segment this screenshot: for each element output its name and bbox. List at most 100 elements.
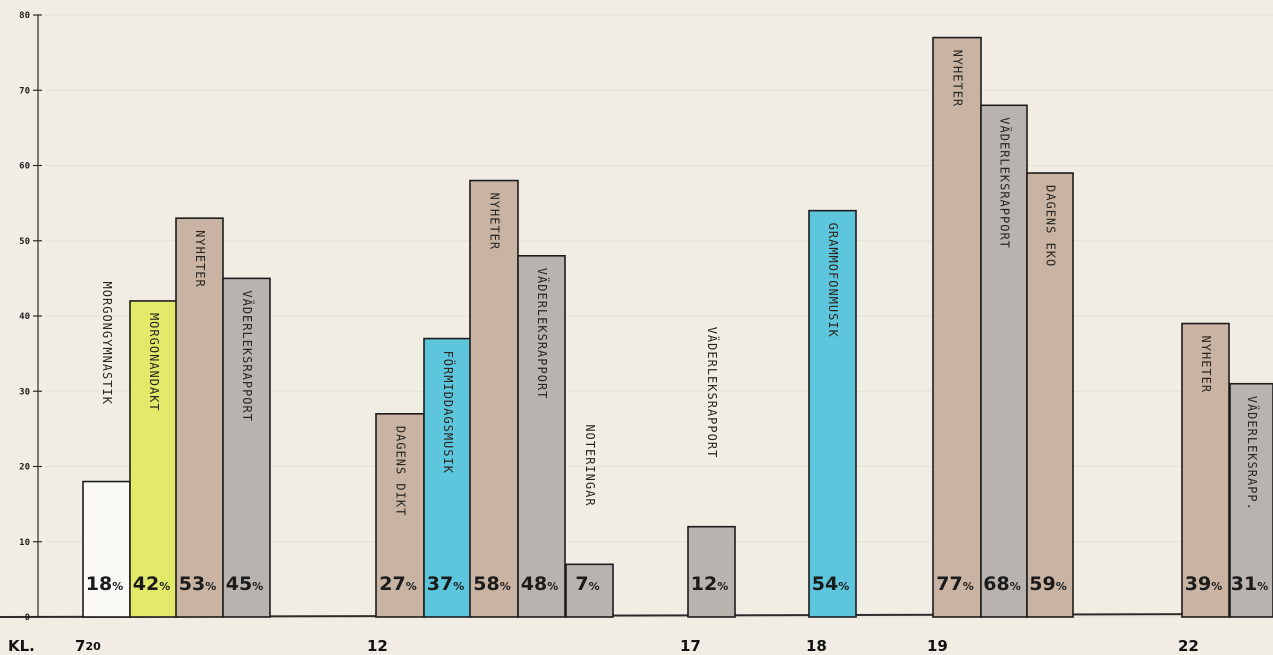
percent-label: 7% xyxy=(575,573,599,595)
bar xyxy=(517,255,566,618)
percent-label: 39% xyxy=(1185,573,1222,595)
bar-label: NYHETER xyxy=(1199,336,1213,394)
percent-label: 77% xyxy=(936,573,973,595)
y-tick-label: 40 xyxy=(19,312,30,322)
x-time-label: 22 xyxy=(1178,637,1199,655)
y-tick-label: 30 xyxy=(19,387,30,397)
bar-label: VÄDERLEKSRAPPORT xyxy=(535,268,550,400)
percent-value: 59 xyxy=(1029,573,1055,595)
bar-label: VÄDERLEKSRAPPORT xyxy=(998,117,1013,249)
bar xyxy=(82,480,131,618)
percent-value: 68 xyxy=(983,573,1009,595)
percent-value: 37 xyxy=(427,573,453,595)
bar-label: MORGONGYMNASTIK xyxy=(100,282,114,405)
y-tick-label: 60 xyxy=(19,162,30,172)
bar-group: VÄDERLEKSRAPPORT 12% xyxy=(687,327,736,618)
percent-value: 48 xyxy=(521,573,547,595)
percent-sign: % xyxy=(589,580,600,593)
percent-sign: % xyxy=(1257,580,1268,593)
bar xyxy=(932,36,982,618)
bar-group: VÄDERLEKSRAPPORT 45% xyxy=(222,277,271,618)
bar-label: VÄDERLEKSRAPPORT xyxy=(705,327,720,459)
percent-label: 58% xyxy=(473,573,510,595)
bar-group: VÄDERLEKSRAPPORT 68% xyxy=(980,104,1028,618)
bar-group: NYHETER 53% xyxy=(175,217,224,618)
percent-sign: % xyxy=(1010,580,1021,593)
percent-label: 31% xyxy=(1231,573,1268,595)
chart-x-labels: KL. 720 12 17 18 19 22 xyxy=(8,637,1199,655)
percent-label: 45% xyxy=(226,573,263,595)
percent-value: 42 xyxy=(133,573,159,595)
bar xyxy=(1026,172,1074,618)
bar-label: NYHETER xyxy=(951,50,965,108)
percent-sign: % xyxy=(112,580,123,593)
percent-label: 37% xyxy=(427,573,464,595)
bar-label: NOTERINGAR xyxy=(583,424,597,506)
y-tick-label: 80 xyxy=(19,11,30,21)
percent-label: 68% xyxy=(983,573,1020,595)
bar xyxy=(808,209,857,618)
percent-value: 53 xyxy=(179,573,205,595)
percent-sign: % xyxy=(159,580,170,593)
percent-sign: % xyxy=(1211,580,1222,593)
percent-value: 18 xyxy=(86,573,112,595)
y-tick-label: 70 xyxy=(19,86,30,96)
bar xyxy=(423,337,472,618)
percent-label: 59% xyxy=(1029,573,1066,595)
y-tick-label: 50 xyxy=(19,237,30,247)
bar xyxy=(222,277,271,618)
bar-label: VÄDERLEKSRAPP. xyxy=(1245,396,1260,511)
percent-value: 58 xyxy=(473,573,499,595)
percent-value: 12 xyxy=(691,573,717,595)
bar-group: MORGONGYMNASTIK 18% xyxy=(82,282,131,618)
percent-label: 27% xyxy=(379,573,416,595)
bar-label: VÄDERLEKSRAPPORT xyxy=(240,290,255,422)
x-prefix-label: KL. xyxy=(8,637,35,655)
x-time-label: 17 xyxy=(680,637,701,655)
bar-group: MORGONANDAKT 42% xyxy=(129,300,178,618)
chart-bars: MORGONGYMNASTIK18%MORGONANDAKT42%NYHETER… xyxy=(82,36,1273,618)
percent-sign: % xyxy=(500,580,511,593)
percent-value: 7 xyxy=(575,573,588,595)
bar-label: FÖRMIDDAGSMUSIK xyxy=(441,351,457,474)
percent-value: 45 xyxy=(226,573,252,595)
y-tick-label: 10 xyxy=(19,538,30,548)
y-tick-label: 0 xyxy=(25,613,30,623)
percent-label: 42% xyxy=(133,573,170,595)
x-time-label: 12 xyxy=(367,637,388,655)
x-time-label: 19 xyxy=(927,637,948,655)
percent-sign: % xyxy=(205,580,216,593)
bar-label: NYHETER xyxy=(193,230,207,288)
bar-label: DAGENS DIKT xyxy=(394,426,408,516)
bar xyxy=(1181,322,1230,618)
bar-group: NYHETER 58% xyxy=(469,179,519,618)
percent-sign: % xyxy=(1056,580,1067,593)
bar-group: DAGENS EKO 59% xyxy=(1026,172,1074,618)
percent-sign: % xyxy=(838,580,849,593)
bar-group: NYHETER 77% xyxy=(932,36,982,618)
bar-label: MORGONANDAKT xyxy=(147,313,161,412)
x-time-label: 18 xyxy=(806,637,827,655)
percent-value: 31 xyxy=(1231,573,1257,595)
bar-label: GRAMMOFONMUSIK xyxy=(826,223,840,338)
percent-sign: % xyxy=(717,580,728,593)
percent-value: 54 xyxy=(812,573,838,595)
percent-sign: % xyxy=(453,580,464,593)
percent-value: 77 xyxy=(936,573,962,595)
percent-label: 48% xyxy=(521,573,558,595)
bar-group: NYHETER 39% xyxy=(1181,322,1230,618)
bar-label: DAGENS EKO xyxy=(1044,185,1058,267)
bar xyxy=(687,525,736,618)
bar xyxy=(980,104,1028,618)
bar-group: DAGENS DIKT 27% xyxy=(375,413,425,618)
bar-group: GRAMMOFONMUSIK 54% xyxy=(808,209,857,618)
percent-sign: % xyxy=(963,580,974,593)
bar-group: VÄDERLEKSRAPP. 31% xyxy=(1229,382,1273,618)
y-tick-label: 20 xyxy=(19,463,30,473)
percent-label: 54% xyxy=(812,573,849,595)
bar-group: NOTERINGAR 7% xyxy=(565,424,614,618)
percent-sign: % xyxy=(406,580,417,593)
percent-value: 27 xyxy=(379,573,405,595)
bar xyxy=(1229,382,1273,618)
